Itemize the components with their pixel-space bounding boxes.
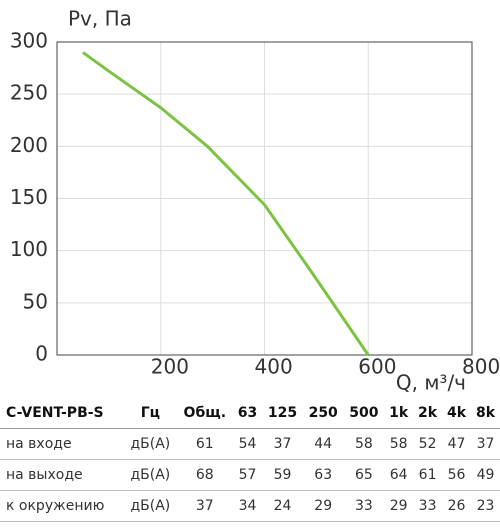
table-cell: 250 <box>302 398 344 429</box>
table-cell: 44 <box>302 428 344 460</box>
table-cell: 59 <box>262 459 303 491</box>
table-cell: 64 <box>384 459 414 491</box>
table-cell: 33 <box>413 490 443 522</box>
y-tick-label: 50 <box>23 289 48 313</box>
table-cell: C-VENT-PB-S <box>0 398 124 429</box>
table-cell: Общ. <box>176 398 233 429</box>
table-cell: 63 <box>302 459 344 491</box>
table-cell: дБ(А) <box>123 428 177 460</box>
table-cell: 34 <box>232 490 263 522</box>
table-cell: дБ(А) <box>123 459 177 491</box>
x-tick-label: 400 <box>255 355 293 379</box>
table-cell: 125 <box>262 398 303 429</box>
y-tick-label: 300 <box>10 29 48 53</box>
x-tick-label: 600 <box>358 355 396 379</box>
table-cell: 33 <box>343 490 385 522</box>
table-cell: 37 <box>262 428 303 460</box>
table-cell: 61 <box>176 428 233 460</box>
x-tick-label: 200 <box>151 355 189 379</box>
table-cell: к окружению <box>0 490 124 522</box>
y-tick-label: 150 <box>10 185 48 209</box>
table-cell: 37 <box>176 490 233 522</box>
table-cell: 8k <box>470 398 500 429</box>
table-cell: 57 <box>232 459 263 491</box>
table-cell: 2k <box>413 398 443 429</box>
table-cell: 63 <box>232 398 263 429</box>
curve <box>82 51 370 356</box>
table-row: к окружению дБ(А) 37 34 24 29 33 29 33 26 23 <box>0 490 500 522</box>
chart: Pv, Па Q, м³/ч 0 50 100 150 200 250 300 200 400 6… <box>10 7 500 393</box>
table-cell: 4k <box>442 398 471 429</box>
table-row: на входе дБ(А) 61 54 37 44 58 58 52 47 37 <box>0 428 500 460</box>
table-cell: 26 <box>442 490 471 522</box>
table-cell: 58 <box>384 428 414 460</box>
noise-table: C-VENT-PB-S Гц Общ. 63 125 250 500 1k 2k 4k 8k на в… <box>0 398 500 522</box>
table-cell: на входе <box>0 428 124 460</box>
table-cell: 61 <box>413 459 443 491</box>
table-cell: на выходе <box>0 459 124 491</box>
table-cell: 58 <box>343 428 385 460</box>
y-tick-label: 200 <box>10 133 48 157</box>
table-cell: дБ(А) <box>123 490 177 522</box>
table-cell: 54 <box>232 428 263 460</box>
y-tick-label: 0 <box>35 342 48 366</box>
table-cell: 65 <box>343 459 385 491</box>
table-row: C-VENT-PB-S Гц Общ. 63 125 250 500 1k 2k 4k 8k <box>0 398 500 429</box>
plot-frame <box>56 41 473 356</box>
table-row: на выходе дБ(А) 68 57 59 63 65 64 61 56 49 <box>0 459 500 491</box>
table-cell: 23 <box>470 490 500 522</box>
table-cell: 29 <box>384 490 414 522</box>
table-cell: 500 <box>343 398 385 429</box>
table-cell: 49 <box>470 459 500 491</box>
table-cell: 29 <box>302 490 344 522</box>
table-cell: 52 <box>413 428 443 460</box>
x-axis-label: Q, м³/ч <box>396 371 466 393</box>
table-cell: 47 <box>442 428 471 460</box>
table-cell: 1k <box>384 398 414 429</box>
table-cell: Гц <box>123 398 177 429</box>
x-tick-label: 800 <box>462 355 500 379</box>
table-cell: 56 <box>442 459 471 491</box>
table-cell: 24 <box>262 490 303 522</box>
y-axis-label: Pv, Па <box>68 7 132 31</box>
y-tick-label: 100 <box>10 237 48 261</box>
y-tick-label: 250 <box>10 81 48 105</box>
table-cell: 37 <box>470 428 500 460</box>
table-cell: 68 <box>176 459 233 491</box>
